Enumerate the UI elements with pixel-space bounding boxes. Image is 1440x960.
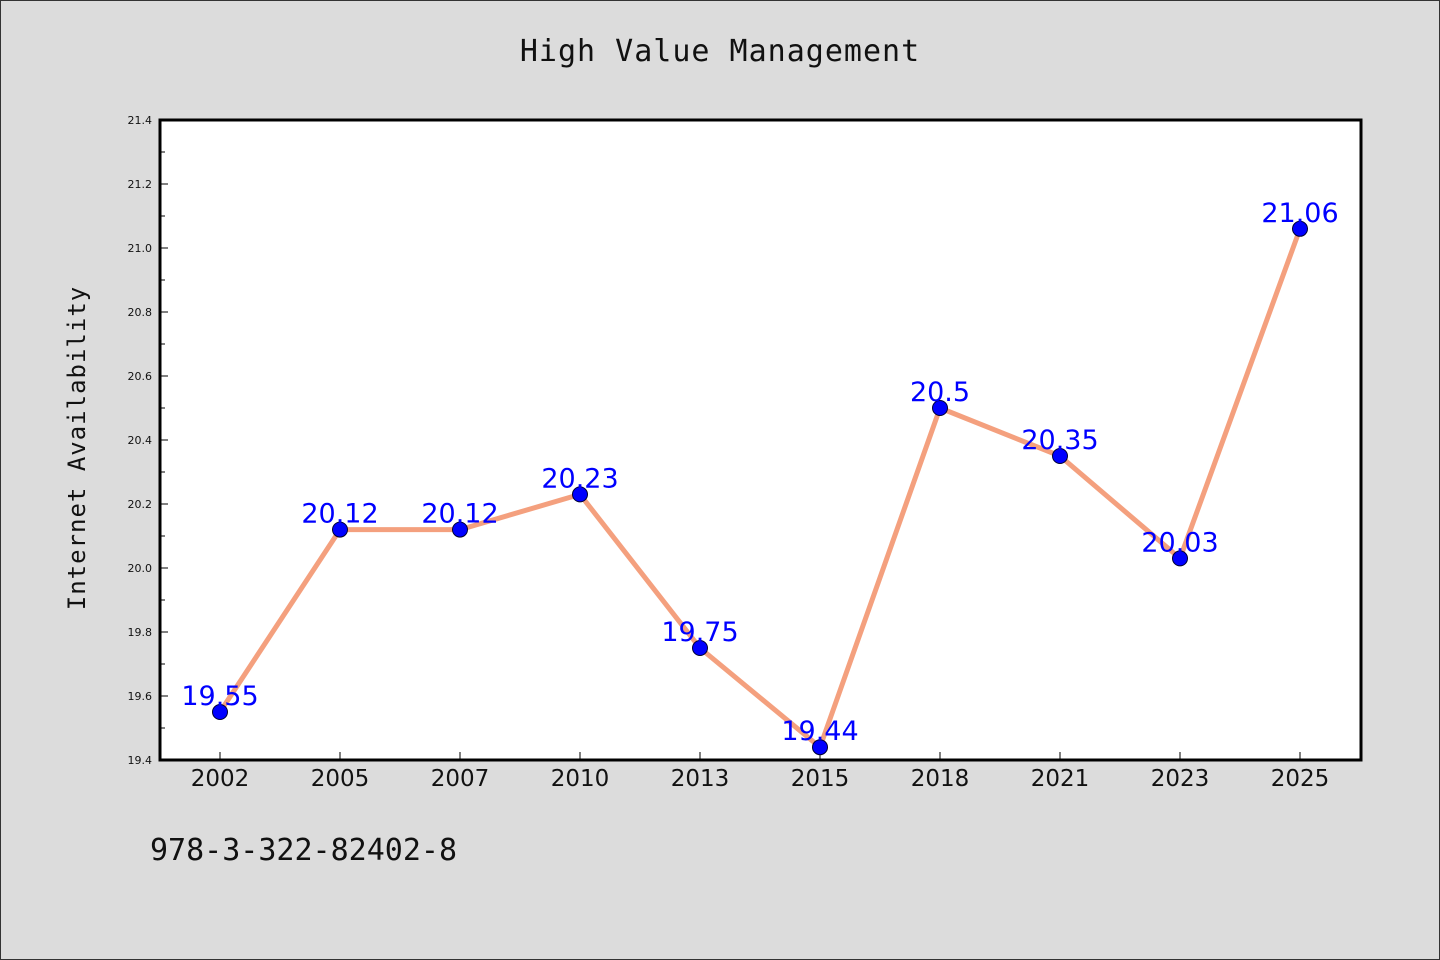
data-point [572, 486, 588, 503]
data-point [452, 521, 468, 538]
data-point [812, 739, 828, 756]
data-point [212, 704, 228, 720]
data-point [692, 640, 708, 656]
x-tick-label: 2010 [551, 766, 610, 792]
x-tick-label: 2023 [1151, 766, 1210, 792]
data-label: 20.03 [1141, 527, 1218, 558]
y-axis: 19.4 19.6 19.8 20.0 20.2 20.4 20.6 20.8 21.0 21.2… [128, 114, 168, 767]
y-tick-label: 20.8 [128, 306, 153, 319]
data-label: 20.5 [910, 377, 970, 408]
y-tick-label: 21.0 [128, 242, 153, 255]
x-tick-label: 2002 [191, 766, 250, 792]
series-line [217, 226, 1303, 750]
y-tick-label: 20.2 [128, 498, 153, 511]
isbn-text: 978-3-322-82402-8 [150, 833, 458, 868]
data-label: 20.12 [421, 499, 498, 530]
x-axis: 2002 2005 2007 2010 2013 2015 2018 2021 2023 2025 [191, 752, 1330, 792]
x-tick-label: 2007 [431, 766, 490, 792]
data-point [1172, 550, 1188, 567]
x-tick-label: 2015 [791, 766, 850, 792]
y-tick-label: 20.6 [128, 370, 153, 383]
data-point [332, 521, 348, 538]
series-group: 19.55 20.12 20.12 20.23 19.75 19.44 20.5 20.35 2… [181, 198, 1339, 756]
y-tick-label: 21.2 [128, 178, 153, 191]
y-tick-label: 20.4 [128, 434, 153, 447]
data-label: 20.35 [1021, 425, 1098, 456]
data-label: 20.23 [541, 463, 618, 494]
y-tick-label: 19.8 [128, 626, 153, 639]
data-label: 21.06 [1261, 198, 1338, 229]
data-point [1052, 448, 1068, 464]
x-tick-label: 2005 [311, 766, 370, 792]
plot-border [158, 118, 1363, 762]
data-label: 20.12 [301, 499, 378, 530]
plot-area [160, 120, 1361, 760]
data-label: 19.55 [181, 681, 258, 712]
data-point [932, 400, 948, 416]
y-tick-label: 21.4 [128, 114, 153, 127]
x-tick-label: 2021 [1031, 766, 1090, 792]
y-tick-label: 19.6 [128, 690, 153, 703]
data-point [1292, 220, 1308, 237]
x-tick-label: 2018 [911, 766, 970, 792]
y-tick-label: 19.4 [128, 754, 153, 767]
data-label: 19.75 [661, 617, 738, 648]
y-tick-label: 20.0 [128, 562, 153, 575]
x-tick-label: 2013 [671, 766, 730, 792]
chart-title: High Value Management [519, 34, 921, 69]
data-label: 19.44 [781, 716, 858, 747]
x-tick-label: 2025 [1271, 766, 1330, 792]
